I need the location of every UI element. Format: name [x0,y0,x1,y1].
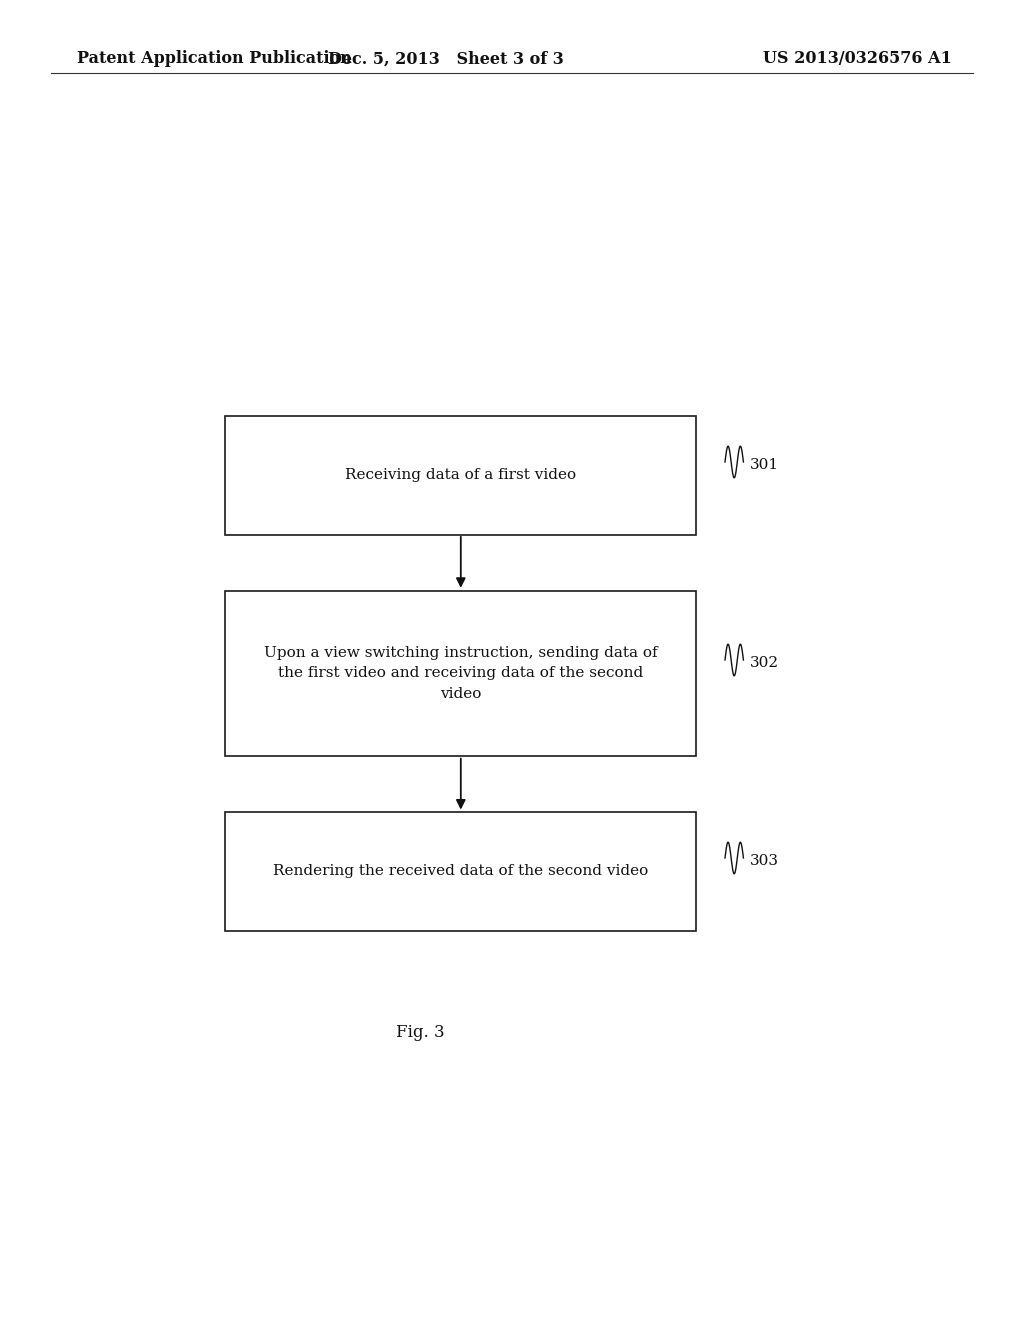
Text: Receiving data of a first video: Receiving data of a first video [345,469,577,482]
Text: 303: 303 [750,854,778,867]
Bar [225,591,696,755]
Bar [225,812,696,931]
Text: Dec. 5, 2013   Sheet 3 of 3: Dec. 5, 2013 Sheet 3 of 3 [328,50,563,67]
Text: 301: 301 [750,458,778,471]
Text: Rendering the received data of the second video: Rendering the received data of the secon… [273,865,648,878]
Text: Fig. 3: Fig. 3 [395,1024,444,1040]
Text: 302: 302 [750,656,778,669]
Text: Upon a view switching instruction, sending data of
the first video and receiving: Upon a view switching instruction, sendi… [264,645,657,701]
Text: US 2013/0326576 A1: US 2013/0326576 A1 [764,50,952,67]
Text: Patent Application Publication: Patent Application Publication [77,50,351,67]
Bar [225,416,696,535]
